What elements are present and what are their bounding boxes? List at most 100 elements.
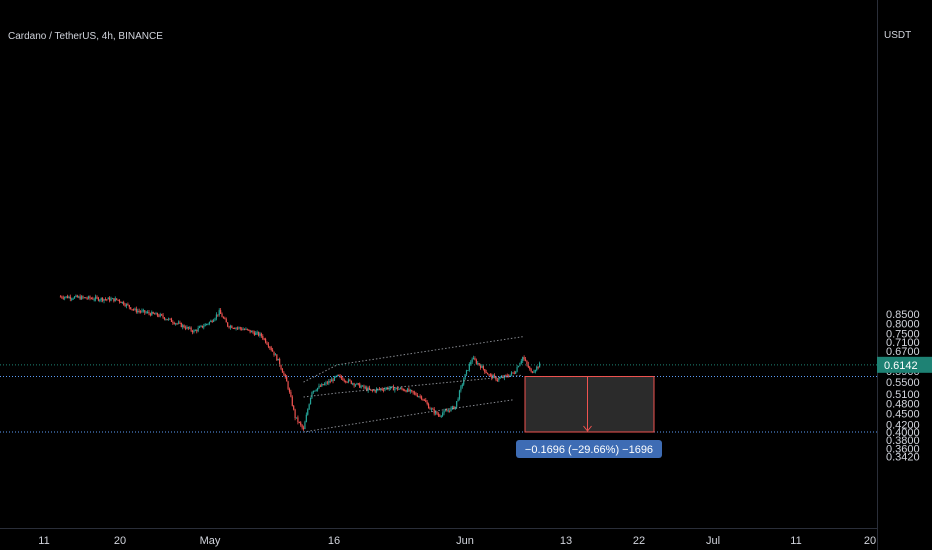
candle-body [197,327,199,332]
candle-body [499,377,501,379]
candle-body [168,318,170,320]
candle-body [453,406,455,410]
candle-body [198,326,201,328]
candle-body [340,376,343,379]
candle-body [526,360,528,365]
candle-body [385,387,388,389]
candle-body [217,314,219,316]
candle-body [234,328,236,330]
candle-body [381,388,383,390]
candle-body [463,379,465,385]
candle-body [124,304,126,307]
candle-body [390,386,392,389]
candle-body [118,299,121,302]
candle-body [267,344,270,347]
time-tick-label: Jun [456,535,474,547]
candle-body [288,388,291,392]
candle-body [324,383,326,386]
candle-body [286,376,288,382]
candle-body [107,297,109,300]
candle-body [333,376,336,381]
candle-body [100,297,102,300]
candle-body [413,392,416,394]
candle-body [347,379,350,383]
candle-body [235,327,237,329]
candle-body [110,298,112,301]
candle-body [374,390,376,392]
candle-body [180,322,182,328]
candle-body [315,390,317,392]
candle-body [128,304,130,308]
candle-body [221,313,223,318]
candle-body [345,380,347,382]
candle-body [279,358,281,366]
candle-body [59,296,62,298]
price-tick-label: 0.3420 [886,452,920,464]
candle-body [163,317,166,320]
candle-body [399,387,402,389]
candle-body [97,297,99,301]
candle-body [61,296,63,298]
candle-body [363,385,365,388]
candle-body [478,363,480,366]
candle-body [298,422,300,424]
candle-body [236,327,239,329]
candle-body [465,370,468,375]
candle-body [65,296,67,298]
candle-body [239,327,241,329]
candle-body [408,388,410,392]
candle-body [456,401,458,407]
candle-body [142,310,144,312]
time-tick-label: 11 [790,535,801,547]
candle-body [411,390,413,392]
candle-body [517,366,520,368]
candle-body [87,296,90,299]
candle-body [357,383,359,385]
candle-body [186,326,188,329]
candle-body [356,383,358,385]
candle-body [156,313,159,316]
candle-body [293,405,295,410]
candle-body [131,309,133,311]
candle-body [426,402,428,405]
candle-body [190,327,192,331]
candle-body [371,389,373,391]
candle-body [106,299,108,301]
candle-body [290,391,292,397]
candle-body [346,381,348,383]
candle-body [137,310,139,313]
candle-body [515,371,517,374]
candle-body [228,326,230,328]
channel-line [303,399,515,433]
candle-body [446,410,448,412]
candle-body [152,312,154,314]
candle-body [457,398,459,402]
candle-body [338,374,340,376]
candle-body [496,379,499,381]
candle-body [489,374,491,376]
candle-body [210,320,212,323]
candle-body [373,390,375,392]
candle-body [204,324,206,327]
candle-body [116,298,118,300]
measure-label: −0.1696 (−29.66%) −1696 [525,444,653,456]
price-tick-label: 0.4200 [886,419,920,431]
candle-body [83,297,85,299]
candle-body [148,312,150,314]
candle-body [194,330,196,332]
candle-body [349,379,351,381]
candle-body [245,328,247,330]
candle-body [398,388,400,390]
candle-body [89,296,91,299]
candle-body [134,308,136,310]
candle-body [308,404,310,410]
candle-body [120,301,122,303]
candle-body [184,327,187,329]
candle-body [322,384,324,386]
candle-body [300,422,302,425]
candle-body [388,388,390,390]
candle-body [111,298,114,300]
candle-body [229,325,232,328]
candle-body [420,396,423,399]
